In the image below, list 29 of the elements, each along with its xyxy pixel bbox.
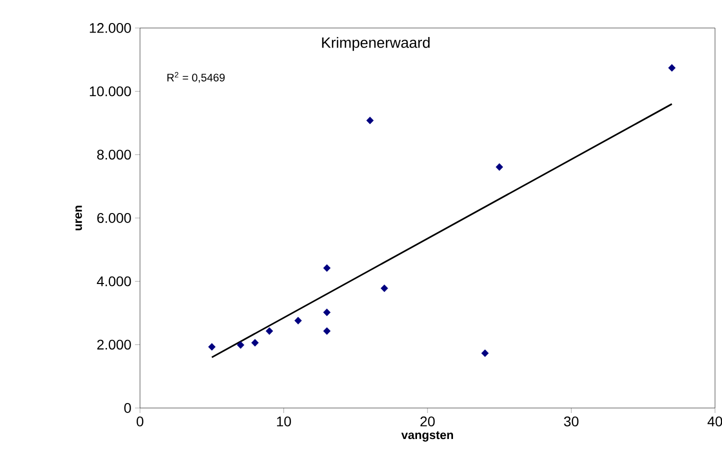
- point: [380, 284, 388, 292]
- point: [366, 116, 374, 124]
- point: [266, 327, 274, 335]
- point: [323, 327, 331, 335]
- point: [236, 341, 244, 349]
- x-tick-label: 0: [136, 416, 144, 426]
- x-tick-label: 20: [420, 416, 435, 426]
- point: [481, 349, 489, 358]
- y-tick-label: 2.000: [97, 340, 131, 350]
- point: [323, 264, 331, 272]
- point: [668, 64, 676, 72]
- y-tick-label: 12.000: [90, 23, 131, 33]
- text: Krimpenerwaard: [322, 36, 430, 51]
- annotation: R$^{2}$ = 0,5469: [167, 72, 225, 83]
- y-tick-label: 6.000: [97, 213, 131, 223]
- x-tick-label: 30: [564, 416, 578, 426]
- x-tick-label: 40: [708, 416, 722, 426]
- point: [251, 338, 259, 347]
- y-tick-label: 10.000: [90, 86, 131, 96]
- y-tick-label: 0: [124, 403, 131, 413]
- x-tick-label: 10: [277, 416, 291, 426]
- point: [294, 316, 302, 324]
- y-tick-label: 8.000: [97, 150, 131, 160]
- point: [323, 308, 331, 316]
- point: [496, 163, 504, 171]
- point: [208, 343, 216, 351]
- y-tick-label: 4.000: [96, 276, 131, 286]
- y-axis-title: uren: [75, 206, 82, 230]
- x-axis-title: vangsten: [401, 431, 453, 442]
